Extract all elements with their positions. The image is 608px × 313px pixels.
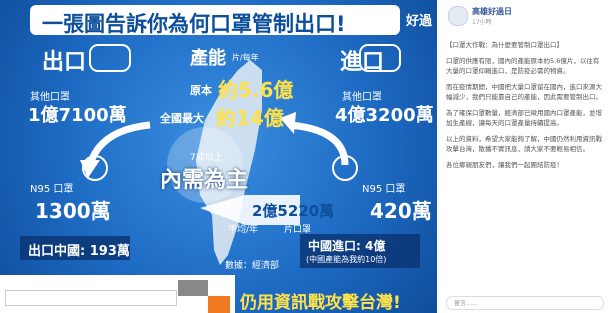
comment-placeholder: 留言…… xyxy=(454,298,478,307)
import-heading: 進口 xyxy=(340,44,384,76)
china-note: (中國產能為我約10倍) xyxy=(306,254,386,265)
label: 原本 xyxy=(190,82,212,98)
paragraph: 口罩的供應有限，國內的產能原本約5.6億片，以往有大量的口罩仰賴進口，是防疫必需… xyxy=(446,56,604,76)
value: 約14億 xyxy=(216,102,284,131)
value: 1300萬 xyxy=(35,195,111,224)
paragraph: 而在疫情期間，中國把大量口罩留在國內，進口來源大幅減少，我們只能靠自己的產能，因… xyxy=(446,82,604,102)
domestic: 內需為主 xyxy=(160,162,248,194)
mask-icon xyxy=(90,45,130,71)
capacity-heading: 產能 xyxy=(190,44,226,70)
label: 平均/年 xyxy=(228,222,258,235)
unit: 片/每年 xyxy=(232,52,259,63)
export-china: 出口中國: 193萬 xyxy=(28,240,130,259)
export-heading: 出口 xyxy=(42,44,86,76)
page-name[interactable]: 高雄好過日 xyxy=(472,6,512,17)
paragraph: 各位鄉親朋友們，讓我們一起團結防疫！ xyxy=(446,160,604,170)
paragraph: 以上的資料，希望大家能夠了解，中國仍然利用資訊戰攻擊台灣，散播不實訊息，請大家不… xyxy=(446,134,604,154)
page: 一張圖告訴你為何口罩管制出口! 好過 出口 其他口罩 1億7100萬 N95 口… xyxy=(0,0,608,313)
paragraph: 【口罩大作戰：為什麼要管制口罩出口】 xyxy=(446,40,604,50)
avatar[interactable] xyxy=(448,6,468,26)
value: 1億7100萬 xyxy=(28,101,127,127)
post-text: 【口罩大作戰：為什麼要管制口罩出口】口罩的供應有限，國內的產能原本約5.6億片，… xyxy=(446,40,604,176)
infographic: 一張圖告訴你為何口罩管制出口! 好過 出口 其他口罩 1億7100萬 N95 口… xyxy=(0,0,437,313)
value: 約5.6億 xyxy=(218,74,293,103)
export-arrow xyxy=(90,125,150,165)
value: 4億3200萬 xyxy=(335,101,434,127)
paragraph: 為了確保口罩數量，經濟部已徵用國內口罩產能，並增加生產線，讓每天的口罩產量持續提… xyxy=(446,108,604,128)
value: 420萬 xyxy=(370,195,432,224)
overlay-input xyxy=(5,290,177,306)
value: 2億5220萬 xyxy=(252,200,334,221)
label: N95 口罩 xyxy=(30,180,73,195)
label: N95 口罩 xyxy=(362,180,405,195)
title: 一張圖告訴你為何口罩管制出口! xyxy=(42,8,346,38)
time: 17小時 xyxy=(472,17,492,26)
unit: 片口罩 xyxy=(284,222,311,235)
banner: 仍用資訊戰攻擊台灣! xyxy=(240,288,401,313)
logo: 好過 xyxy=(406,10,432,29)
post: 高雄好過日 17小時 【口罩大作戰：為什麼要管制口罩出口】口罩的供應有限，國內的… xyxy=(440,0,608,313)
import-china: 中國進口: 4億 xyxy=(308,237,385,254)
label: 全國最大 xyxy=(160,110,204,126)
overlay-box xyxy=(208,296,230,313)
overlay-box xyxy=(178,280,208,296)
source: 數據：經濟部 xyxy=(225,258,279,271)
